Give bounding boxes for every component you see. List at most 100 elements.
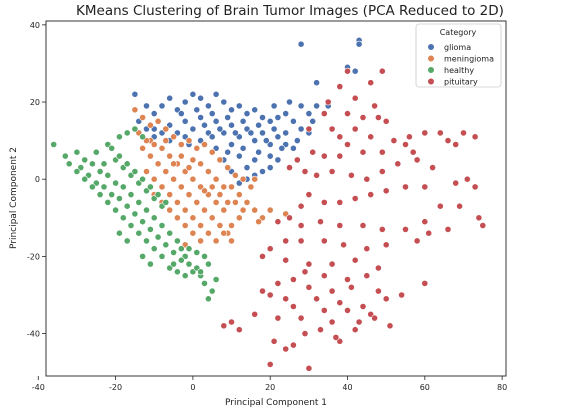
- legend-label-meningioma: meningioma: [444, 55, 494, 64]
- data-point-glioma: [286, 98, 293, 106]
- data-point-pituitary: [309, 148, 317, 156]
- data-point-pituitary: [402, 141, 409, 148]
- points-layer: [50, 36, 487, 372]
- data-point-healthy: [73, 168, 81, 175]
- data-point-glioma: [158, 102, 166, 110]
- data-point-meningioma: [173, 214, 181, 222]
- data-point-glioma: [274, 133, 282, 141]
- data-point-glioma: [351, 67, 359, 75]
- data-point-healthy: [123, 129, 131, 137]
- data-point-glioma: [228, 106, 235, 114]
- data-point-pituitary: [313, 295, 320, 303]
- data-point-healthy: [116, 195, 123, 202]
- data-point-healthy: [96, 168, 104, 175]
- data-point-meningioma: [177, 152, 185, 160]
- data-point-pituitary: [251, 310, 259, 318]
- data-point-meningioma: [220, 183, 228, 191]
- data-point-pituitary: [436, 129, 444, 137]
- data-point-pituitary: [456, 202, 463, 210]
- data-point-healthy: [185, 245, 193, 253]
- data-point-healthy: [108, 144, 116, 152]
- data-point-healthy: [143, 206, 150, 214]
- chart-title: KMeans Clustering of Brain Tumor Images …: [76, 3, 504, 19]
- data-point-healthy: [135, 229, 143, 237]
- data-point-healthy: [139, 218, 146, 226]
- data-point-pituitary: [378, 225, 386, 233]
- data-point-pituitary: [305, 283, 313, 291]
- data-point-pituitary: [297, 222, 305, 229]
- data-point-healthy: [131, 168, 139, 175]
- data-point-healthy: [131, 125, 139, 133]
- data-point-meningioma: [185, 191, 193, 198]
- data-point-glioma: [270, 125, 278, 133]
- data-point-glioma: [189, 125, 197, 133]
- data-point-meningioma: [212, 198, 220, 206]
- data-point-healthy: [208, 287, 216, 295]
- data-point-meningioma: [197, 237, 204, 245]
- x-tick-label: -20: [109, 383, 122, 392]
- data-point-meningioma: [201, 206, 208, 214]
- data-point-glioma: [181, 98, 189, 106]
- data-point-healthy: [204, 260, 212, 268]
- data-point-meningioma: [208, 148, 216, 156]
- data-point-pituitary: [328, 287, 336, 295]
- data-point-healthy: [61, 152, 69, 160]
- data-point-healthy: [81, 156, 89, 164]
- y-tick-label: 0: [35, 175, 40, 184]
- data-point-healthy: [158, 252, 166, 260]
- data-point-meningioma: [154, 117, 162, 125]
- data-point-glioma: [131, 90, 139, 98]
- data-point-pituitary: [336, 83, 344, 90]
- data-point-glioma: [289, 117, 297, 125]
- data-point-pituitary: [259, 287, 266, 295]
- data-point-meningioma: [150, 175, 158, 183]
- data-point-pituitary: [367, 79, 375, 87]
- data-point-pituitary: [425, 229, 433, 237]
- data-point-pituitary: [282, 256, 290, 264]
- data-point-meningioma: [146, 121, 154, 129]
- data-point-glioma: [266, 117, 274, 125]
- data-point-meningioma: [173, 198, 181, 206]
- data-point-pituitary: [305, 260, 313, 268]
- data-point-healthy: [119, 214, 127, 222]
- data-point-glioma: [243, 110, 251, 117]
- data-point-pituitary: [402, 225, 409, 233]
- data-point-healthy: [212, 276, 220, 283]
- data-point-pituitary: [347, 171, 355, 179]
- data-point-pituitary: [328, 318, 336, 326]
- data-point-pituitary: [344, 141, 351, 148]
- data-point-meningioma: [212, 237, 220, 245]
- data-point-healthy: [116, 152, 123, 160]
- data-point-meningioma: [143, 168, 150, 175]
- data-point-pituitary: [320, 152, 328, 160]
- data-point-pituitary: [286, 214, 293, 222]
- data-point-pituitary: [320, 237, 328, 245]
- data-point-meningioma: [220, 206, 228, 214]
- legend-marker-healthy: [427, 66, 435, 74]
- data-point-pituitary: [313, 171, 320, 179]
- data-point-glioma: [224, 114, 232, 121]
- data-point-meningioma: [162, 125, 170, 133]
- data-point-glioma: [259, 168, 266, 175]
- data-point-pituitary: [463, 175, 471, 183]
- data-point-healthy: [100, 160, 108, 168]
- data-point-pituitary: [320, 272, 328, 280]
- data-point-meningioma: [181, 222, 189, 229]
- data-point-healthy: [139, 252, 146, 260]
- data-point-meningioma: [139, 144, 146, 152]
- data-point-meningioma: [231, 198, 239, 206]
- data-point-meningioma: [189, 175, 197, 183]
- data-point-healthy: [92, 148, 100, 156]
- data-point-meningioma: [239, 175, 247, 183]
- data-point-glioma: [251, 106, 259, 114]
- data-point-meningioma: [201, 187, 208, 195]
- data-point-pituitary: [371, 102, 378, 110]
- data-point-pituitary: [235, 326, 243, 334]
- data-point-glioma: [239, 117, 247, 125]
- data-point-healthy: [108, 191, 116, 198]
- data-point-healthy: [177, 256, 185, 264]
- data-point-pituitary: [266, 291, 274, 299]
- data-point-meningioma: [247, 183, 255, 191]
- data-point-glioma: [259, 129, 266, 137]
- data-point-healthy: [201, 279, 208, 287]
